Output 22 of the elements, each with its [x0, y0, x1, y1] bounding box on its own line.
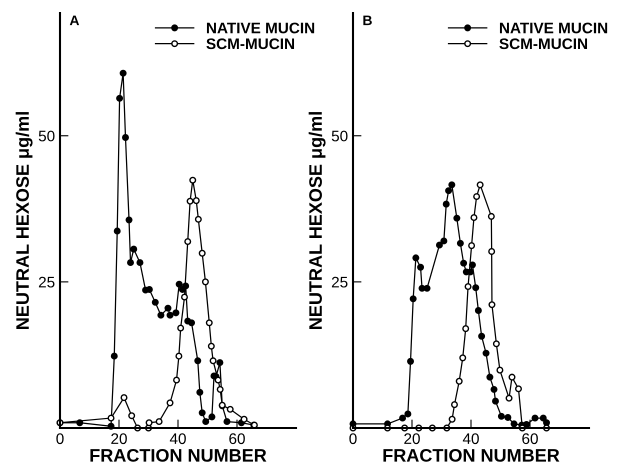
x-tick-label: 20 [111, 433, 127, 444]
y-axis-title: NEUTRAL HEXOSE μg/ml [308, 112, 326, 329]
y-tick-label: 50 [332, 130, 348, 142]
legend-label: NATIVE MUCIN [206, 22, 314, 34]
annotation: B [363, 16, 372, 26]
x-tick-label: 0 [349, 433, 357, 444]
x-axis-title: FRACTION NUMBER [90, 448, 266, 462]
x-axis-title: FRACTION NUMBER [383, 448, 560, 462]
y-axis-title: NEUTRAL HEXOSE μg/ml [16, 112, 33, 329]
x-tick-label: 60 [522, 433, 538, 444]
x-tick-label: 60 [229, 433, 245, 444]
y-tick-label: 25 [332, 276, 348, 288]
legend-label: SCM-MUCIN [206, 38, 294, 50]
y-tick-label: 25 [38, 276, 54, 288]
annotation: A [70, 16, 80, 26]
x-tick-label: 20 [404, 433, 420, 444]
legend-label: SCM-MUCIN [499, 38, 588, 50]
x-tick-label: 40 [462, 433, 479, 444]
x-tick-label: 40 [170, 433, 186, 444]
x-tick-label: 0 [56, 433, 64, 444]
y-tick-label: 50 [38, 130, 55, 142]
legend-label: NATIVE MUCIN [500, 22, 608, 34]
